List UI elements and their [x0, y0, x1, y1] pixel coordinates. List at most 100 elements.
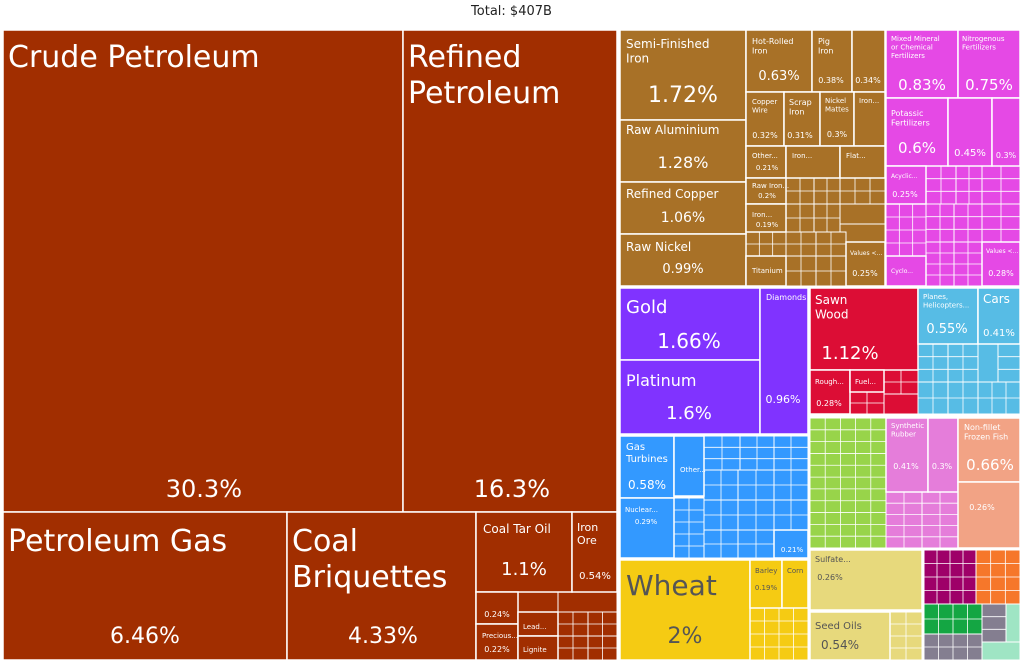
- tile-value: 0.96%: [766, 393, 801, 406]
- treemap-tile[interactable]: Precious... 0.22%: [475, 623, 519, 661]
- treemap-tile[interactable]: Other...: [673, 435, 706, 497]
- treemap-tile[interactable]: 0.34%: [851, 29, 886, 93]
- tile-label: Wire: [752, 106, 768, 114]
- treemap-tile[interactable]: Fuel...: [849, 369, 885, 393]
- treemap-tile[interactable]: 0.24%: [475, 591, 519, 625]
- treemap-tile[interactable]: Corn: [781, 559, 809, 609]
- treemap-tile[interactable]: Planes,Helicopters... 0.55%: [917, 287, 979, 345]
- tile-value: 0.99%: [662, 262, 703, 277]
- tile-rect: [991, 97, 1021, 167]
- treemap-tile[interactable]: Coal Tar Oil 1.1%: [475, 511, 573, 593]
- treemap-tile[interactable]: Cyclo...: [885, 255, 927, 287]
- tile-value: 0.28%: [988, 269, 1014, 278]
- tile-rect: [619, 559, 751, 661]
- treemap-tile[interactable]: Values <... 0.25%: [845, 241, 886, 287]
- treemap-tile[interactable]: Lead...: [517, 611, 559, 637]
- tile-label: Iron...: [859, 97, 879, 105]
- tile-label: Raw Iron...: [752, 182, 789, 190]
- treemap-tile[interactable]: Raw Iron... 0.2%: [745, 177, 789, 205]
- treemap-tile[interactable]: Acyclic... 0.25%: [885, 165, 927, 205]
- tile-value: 0.19%: [756, 221, 779, 229]
- treemap-tile[interactable]: Refined Copper 1.06%: [619, 181, 747, 235]
- treemap-tile[interactable]: Cars 0.41%: [977, 287, 1021, 345]
- small-item-tile: [997, 343, 1021, 383]
- tile-label: Other...: [752, 152, 778, 160]
- small-item-tile: [839, 223, 886, 243]
- treemap-tile[interactable]: Petroleum Gas 6.46%: [2, 511, 288, 661]
- treemap-tile[interactable]: Values <... 0.28%: [981, 241, 1021, 287]
- tile-label: Iron: [626, 51, 649, 65]
- tile-rect: [781, 559, 809, 609]
- tile-rect: [402, 29, 618, 513]
- treemap-tile[interactable]: 0.21%: [773, 529, 809, 559]
- tile-rect: [619, 435, 675, 499]
- treemap-tile[interactable]: Titanium: [745, 255, 787, 287]
- tile-label: Turbines: [625, 454, 668, 465]
- treemap-tile[interactable]: Nuclear... 0.29%: [619, 497, 675, 559]
- treemap-tile[interactable]: Wheat 2%: [619, 559, 751, 661]
- tile-value: 0.38%: [818, 76, 844, 85]
- tile-label: Nickel: [825, 97, 846, 105]
- tile-value: 1.28%: [658, 153, 709, 172]
- tile-rect: [809, 369, 851, 415]
- treemap-tile[interactable]: Raw Nickel 0.99%: [619, 233, 747, 287]
- tile-value: 0.83%: [898, 76, 946, 94]
- tile-value: 0.28%: [816, 399, 842, 408]
- treemap-tile[interactable]: Barley 0.19%: [749, 559, 783, 609]
- treemap-tile[interactable]: Crude Petroleum 30.3%: [2, 29, 404, 513]
- treemap-tile[interactable]: Diamonds 0.96%: [759, 287, 809, 435]
- treemap-tile[interactable]: Iron...: [785, 145, 841, 179]
- tile-rect: [885, 417, 929, 493]
- tile-label: Lead...: [523, 623, 547, 631]
- tile-label: Other...: [680, 466, 706, 474]
- treemap-tile[interactable]: 0.3%: [991, 97, 1021, 167]
- tile-rect: [885, 29, 959, 99]
- treemap-tile[interactable]: 0.26%: [957, 481, 1021, 549]
- tile-rect: [819, 91, 855, 147]
- treemap-tile[interactable]: Rough... 0.28%: [809, 369, 851, 415]
- treemap-tile[interactable]: Lignite: [517, 635, 559, 661]
- treemap-tile[interactable]: Raw Aluminium 1.28%: [619, 119, 747, 183]
- treemap-tile[interactable]: Seed Oils 0.54%: [809, 611, 891, 661]
- treemap-tile[interactable]: 0.3%: [927, 417, 959, 493]
- treemap-tile[interactable]: Iron... 0.19%: [745, 203, 787, 233]
- tile-rect: [745, 145, 787, 179]
- treemap-tile[interactable]: Iron...: [853, 91, 886, 147]
- treemap-tile[interactable]: Other... 0.21%: [745, 145, 787, 179]
- treemap-tile[interactable]: 0.45%: [947, 97, 993, 167]
- treemap-tile[interactable]: Sulfate... 0.26%: [809, 549, 923, 611]
- treemap-tile[interactable]: Flat...: [839, 145, 886, 179]
- tile-value: 0.45%: [954, 148, 986, 159]
- tile-label: Iron: [789, 108, 804, 117]
- tile-label: Seed Oils: [815, 621, 862, 632]
- tile-label: Pig: [818, 37, 830, 46]
- tile-value: 0.34%: [855, 76, 881, 85]
- tile-rect: [957, 417, 1021, 483]
- treemap-tile[interactable]: Platinum 1.6%: [619, 359, 761, 435]
- tile-rect: [851, 29, 886, 93]
- tile-value: 0.58%: [628, 478, 666, 492]
- tile-label: Mixed Mineral: [891, 35, 940, 43]
- tile-label: Mattes: [825, 105, 849, 113]
- tile-label: Iron...: [792, 152, 812, 160]
- treemap-tile[interactable]: Gold 1.66%: [619, 287, 761, 361]
- tile-value: 0.41%: [893, 462, 919, 471]
- tile-rect: [2, 29, 404, 513]
- tile-value: 6.46%: [110, 624, 180, 649]
